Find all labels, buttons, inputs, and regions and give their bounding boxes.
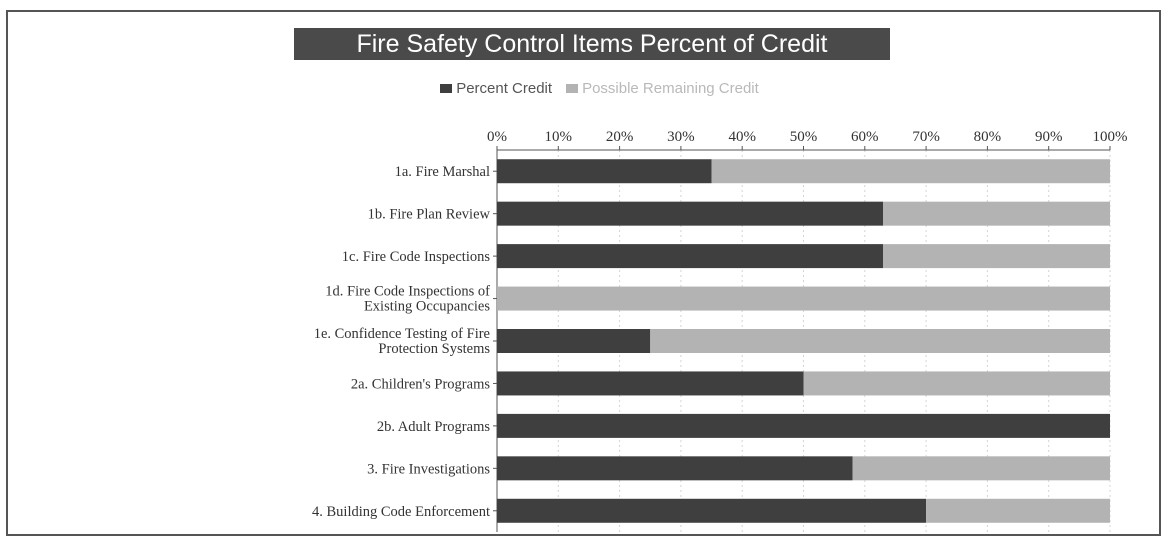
x-tick-label: 50% [790, 129, 818, 145]
legend-swatch-percent-credit [440, 84, 453, 93]
legend-swatch-remaining-credit [566, 84, 579, 93]
x-tick-label: 70% [912, 129, 940, 145]
category-label: 1d. Fire Code Inspections of Existing Occ… [325, 284, 490, 315]
chart-frame [6, 10, 1161, 536]
x-tick-label: 30% [667, 129, 695, 145]
bar-percent-credit [497, 201, 884, 226]
category-label: 3. Fire Investigations [367, 461, 490, 477]
legend-item-remaining-credit: Possible Remaining Credit [566, 80, 759, 97]
bar-percent-credit [497, 159, 712, 184]
x-tick-label: 20% [606, 129, 634, 145]
bar-percent-credit [497, 498, 927, 523]
category-label: 1e. Confidence Testing of Fire Protection… [314, 326, 491, 357]
bar-percent-credit [497, 244, 884, 269]
x-tick-label: 40% [728, 129, 756, 145]
bar-percent-credit [497, 456, 853, 481]
x-tick-label: 10% [545, 129, 573, 145]
category-label: 2b. Adult Programs [377, 419, 491, 435]
category-label: 1a. Fire Marshal [395, 164, 490, 180]
x-tick-label: 90% [1035, 129, 1063, 145]
category-label: 1b. Fire Plan Review [368, 207, 491, 223]
legend-label-percent-credit: Percent Credit [456, 80, 553, 97]
x-tick-label: 60% [851, 129, 879, 145]
bar-percent-credit [497, 329, 651, 353]
bar-remaining-credit [711, 159, 1110, 184]
bar-remaining-credit [883, 244, 1110, 269]
legend-item-percent-credit: Percent Credit [440, 80, 552, 97]
bar-remaining-credit [650, 329, 1110, 353]
bar-remaining-credit [883, 201, 1110, 226]
category-label: 1c. Fire Code Inspections [342, 249, 491, 265]
bar-remaining-credit [497, 286, 1110, 311]
chart-title: Fire Safety Control Items Percent of Cre… [294, 28, 890, 60]
x-tick-label: 100% [1093, 129, 1128, 145]
bar-percent-credit [497, 413, 1110, 438]
bar-remaining-credit [926, 498, 1110, 523]
category-label: 2a. Children's Programs [351, 376, 490, 392]
bar-percent-credit [497, 371, 804, 396]
x-tick-label: 0% [487, 129, 507, 145]
legend-label-remaining-credit: Possible Remaining Credit [582, 80, 759, 97]
bar-remaining-credit [852, 456, 1110, 481]
category-label: 4. Building Code Enforcement [312, 504, 490, 520]
x-tick-label: 80% [974, 129, 1002, 145]
bar-remaining-credit [803, 371, 1110, 396]
chart-legend: Percent Credit Possible Remaining Credit [16, 80, 1167, 97]
